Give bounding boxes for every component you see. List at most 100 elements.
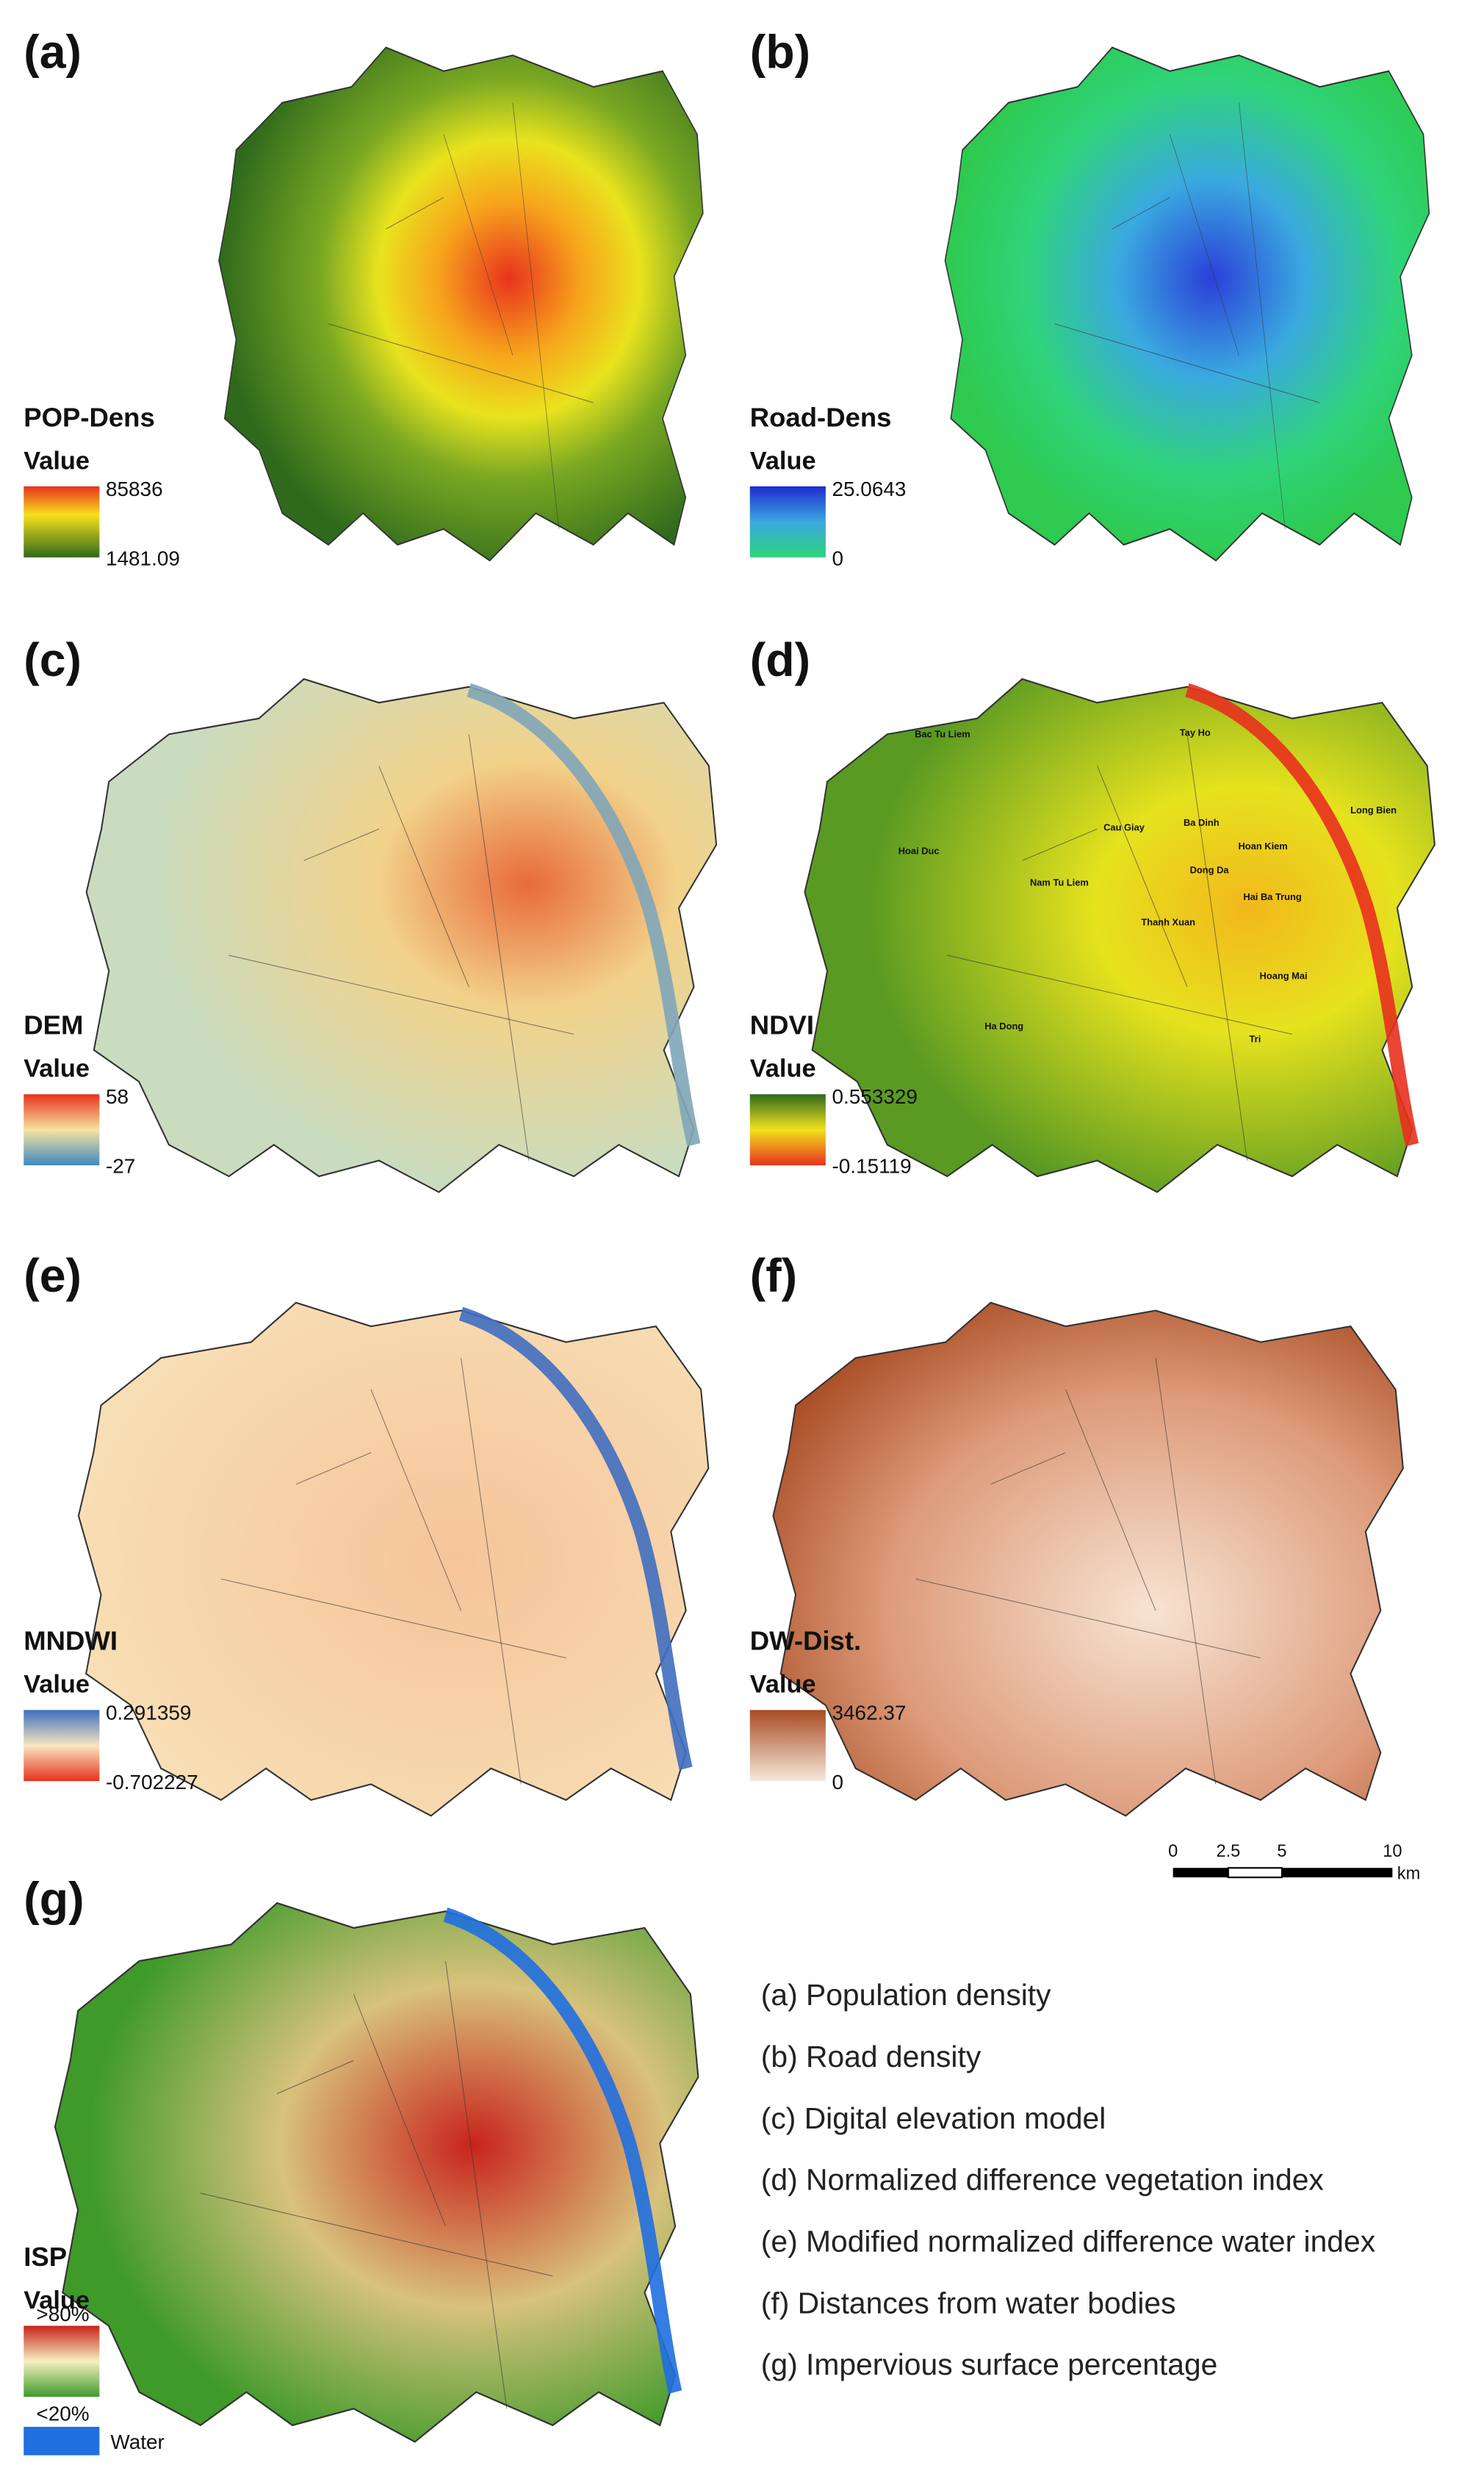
map-panel: (g) ISP Value>80% <20% Water (24, 1873, 699, 2455)
district-boundary (1186, 734, 1248, 1161)
district-name: Bac Tu Liem (915, 729, 970, 740)
legend-max: 85836 (106, 478, 163, 500)
district-boundary (370, 1389, 461, 1611)
legend-title: DEM (24, 1010, 83, 1040)
scale-seg (1227, 1867, 1283, 1879)
legend-subtitle: Value (750, 1671, 816, 1699)
legend-min: 1481.09 (106, 547, 180, 569)
map-area (77, 1301, 710, 1817)
district-name: Dong Da (1190, 864, 1230, 875)
legend-ramp (749, 486, 826, 558)
legend-subtitle: Value (24, 1671, 90, 1699)
description: (b) Road density (761, 2040, 981, 2073)
district-boundary (1239, 102, 1286, 530)
legend-min: <20% (36, 2402, 89, 2425)
district-boundary (1170, 134, 1239, 356)
river (443, 1907, 682, 2395)
scale-unit: km (1397, 1864, 1421, 1883)
district-name: Hoai Duc (898, 846, 940, 857)
map (772, 1301, 1404, 1817)
map-area (217, 46, 704, 562)
legend-water: Water (110, 2431, 164, 2453)
description: (d) Normalized difference vegetation ind… (761, 2163, 1324, 2197)
district-boundary (1022, 828, 1098, 861)
legend-title: MNDWI (24, 1626, 118, 1656)
scale-tick: 0 (1168, 1842, 1178, 1861)
district-boundary (460, 1358, 522, 1785)
description: (f) Distances from water bodies (761, 2286, 1176, 2320)
district-name: Ba Dinh (1184, 817, 1220, 828)
legend-max: 3462.37 (832, 1701, 906, 1724)
district-boundary (378, 766, 469, 987)
legend-subtitle: Value (24, 1055, 90, 1083)
scale-bar: 0 2.5 5 10 km (1168, 1842, 1420, 1883)
district-boundary (915, 1578, 1261, 1658)
map-panel: (b) Road-Dens Value 25.0643 0 (749, 25, 1430, 569)
district-boundary (303, 828, 379, 861)
map-panel: (d) NDVI Value 0.553329 -0.15119 (749, 633, 1436, 1193)
scale-tick: 5 (1277, 1842, 1286, 1861)
district-name: Ha Dong (984, 1021, 1023, 1032)
map-panel: (a) POP-Dens Value 85836 1481.09 (24, 25, 704, 569)
district-name: Hoang Mai (1260, 970, 1308, 981)
map (85, 678, 718, 1193)
district-boundary (512, 102, 560, 530)
legend-subtitle: Value (24, 2286, 90, 2314)
legend-min: 0 (832, 1771, 843, 1793)
legend-ramp (24, 2325, 100, 2397)
legend-max: >80% (36, 2303, 89, 2325)
district-boundary (276, 2059, 354, 2095)
district-name: Hoan Kiem (1239, 841, 1288, 852)
map-area (944, 46, 1430, 562)
legend-min: -0.15119 (832, 1155, 911, 1178)
legend-min: -27 (106, 1155, 135, 1178)
district-boundary (468, 734, 530, 1161)
river (467, 683, 701, 1147)
panel-label: (a) (24, 25, 82, 78)
map-area (772, 1301, 1404, 1817)
district-name: Long Bien (1350, 805, 1397, 816)
district-name: Hai Ba Trung (1243, 891, 1301, 902)
map (944, 46, 1430, 562)
legend-ramp (24, 486, 100, 558)
district-boundary (1065, 1389, 1156, 1611)
scale-tick: 10 (1383, 1842, 1402, 1861)
map-area (85, 678, 718, 1193)
district-boundary (386, 197, 444, 230)
map (77, 1301, 710, 1817)
legend-ramp (749, 1094, 826, 1165)
scale-seg (1281, 1868, 1393, 1878)
legend-title: ISP (24, 2242, 67, 2272)
district-name: Tay Ho (1180, 727, 1211, 738)
legend-min: 0 (832, 547, 843, 569)
legend-water-swatch (24, 2427, 100, 2455)
district-boundary (200, 2192, 553, 2277)
map-panel: (e) MNDWI Value 0.291359 -0.702227 (24, 1249, 710, 1817)
district-boundary (947, 954, 1293, 1035)
district-labels: Bac Tu Liem Tay Ho Long Bien Cau Giay Ba Din… (898, 727, 1397, 1044)
legend-title: POP-Dens (24, 402, 155, 432)
district-boundary (444, 1960, 508, 2409)
river (1185, 683, 1419, 1147)
legend-subtitle: Value (750, 447, 816, 475)
description: (g) Impervious surface percentage (761, 2347, 1218, 2381)
legend-subtitle: Value (24, 447, 90, 475)
district-boundary (220, 1578, 566, 1658)
legend-subtitle: Value (750, 1055, 816, 1083)
description: (a) Population density (761, 1978, 1051, 2012)
district-boundary (1097, 766, 1188, 987)
map-panel: (c) DEM Value 58 -27 (24, 633, 718, 1193)
map-area (54, 1901, 699, 2443)
map-panel: (f) DW-Dist. Value 3462.37 0 (749, 1249, 1404, 1817)
district-name: Thanh Xuan (1141, 916, 1195, 927)
description: (e) Modified normalized difference water… (761, 2224, 1375, 2258)
legend-min: -0.702227 (106, 1771, 198, 1793)
legend-max: 0.291359 (106, 1701, 191, 1724)
district-boundary (1054, 323, 1320, 403)
map (804, 678, 1436, 1193)
river (458, 1306, 693, 1771)
panel-label: (e) (24, 1249, 82, 1302)
legend-title: DW-Dist. (750, 1626, 861, 1656)
map (217, 46, 704, 562)
